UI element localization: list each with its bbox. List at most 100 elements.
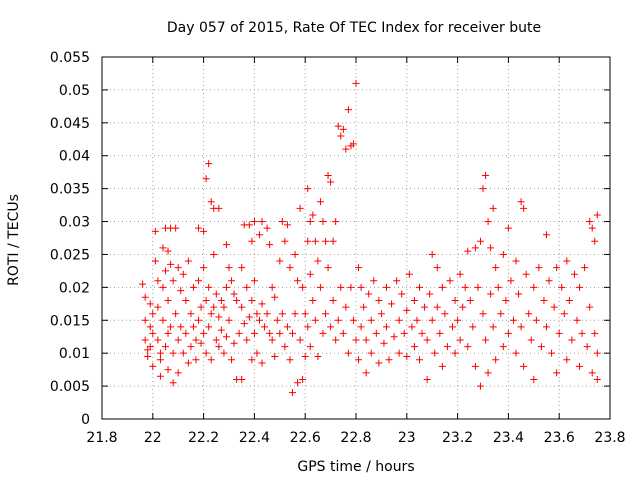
- data-point: [299, 376, 307, 384]
- data-point: [286, 356, 294, 364]
- data-point: [492, 356, 500, 364]
- data-point: [217, 297, 225, 305]
- data-point: [398, 290, 406, 298]
- data-point: [182, 329, 190, 337]
- data-point: [593, 349, 601, 357]
- data-point: [184, 257, 192, 265]
- data-point: [436, 329, 444, 337]
- data-point: [593, 211, 601, 219]
- data-point: [451, 297, 459, 305]
- data-point: [248, 356, 256, 364]
- data-point: [268, 283, 276, 291]
- data-point: [179, 349, 187, 357]
- data-point: [263, 310, 271, 318]
- data-point: [471, 244, 479, 252]
- data-point: [502, 297, 510, 305]
- data-point: [484, 369, 492, 377]
- x-tick-label: 23.6: [544, 430, 575, 446]
- data-point: [337, 283, 345, 291]
- data-point: [459, 303, 467, 311]
- data-point: [515, 290, 523, 298]
- data-point: [474, 283, 482, 291]
- y-tick-label: 0.03: [59, 215, 90, 231]
- data-point: [520, 362, 528, 370]
- data-point: [273, 316, 281, 324]
- data-point: [258, 300, 266, 308]
- data-point: [581, 264, 589, 272]
- data-point: [222, 241, 230, 249]
- data-point: [522, 270, 530, 278]
- data-point: [296, 336, 304, 344]
- data-point: [403, 306, 411, 314]
- data-point: [395, 349, 403, 357]
- data-point: [382, 323, 390, 331]
- data-point: [210, 303, 218, 311]
- data-point: [570, 270, 578, 278]
- data-point: [162, 343, 169, 351]
- data-point: [146, 300, 154, 308]
- data-point: [316, 283, 324, 291]
- data-point: [192, 336, 200, 344]
- data-point: [228, 277, 236, 285]
- data-point: [187, 310, 195, 318]
- data-point: [471, 362, 479, 370]
- data-point: [482, 171, 490, 179]
- data-point: [192, 356, 200, 364]
- data-point: [314, 257, 322, 265]
- y-tick-label: 0.005: [50, 379, 90, 395]
- data-point: [217, 326, 225, 334]
- data-point: [179, 270, 187, 278]
- data-point: [489, 204, 497, 212]
- data-point: [438, 283, 446, 291]
- data-point: [316, 198, 324, 206]
- data-point: [228, 356, 236, 364]
- data-point: [230, 339, 238, 347]
- data-point: [464, 247, 472, 255]
- data-point: [248, 297, 256, 305]
- data-point: [301, 352, 309, 360]
- data-point: [220, 303, 228, 311]
- data-point: [395, 316, 403, 324]
- data-point: [151, 257, 159, 265]
- data-point: [255, 231, 263, 239]
- data-point: [347, 283, 355, 291]
- data-point: [286, 264, 294, 272]
- data-point: [446, 277, 454, 285]
- data-point: [319, 218, 327, 226]
- data-point: [535, 264, 543, 272]
- data-point: [271, 352, 279, 360]
- data-point: [311, 237, 319, 245]
- x-tick-label: 23: [398, 430, 416, 446]
- data-point: [322, 237, 330, 245]
- data-point: [233, 297, 241, 305]
- data-point: [177, 323, 185, 331]
- data-point: [388, 300, 396, 308]
- data-point: [184, 359, 192, 367]
- data-point: [586, 218, 594, 226]
- data-point: [299, 283, 307, 291]
- data-point: [588, 369, 596, 377]
- data-point: [565, 297, 573, 305]
- data-point: [487, 290, 495, 298]
- data-point: [499, 250, 507, 258]
- data-point: [370, 277, 378, 285]
- x-tick-label: 21.8: [86, 430, 117, 446]
- data-point: [479, 185, 487, 193]
- chart-title: Day 057 of 2015, Rate Of TEC Index for r…: [167, 20, 541, 36]
- data-point: [311, 316, 319, 324]
- data-point: [443, 343, 451, 351]
- data-point: [593, 376, 601, 384]
- data-point: [222, 333, 230, 341]
- y-tick-label: 0.025: [50, 247, 90, 263]
- data-point: [349, 140, 357, 148]
- x-axis-label: GPS time / hours: [297, 459, 414, 475]
- data-point: [344, 349, 352, 357]
- data-point: [426, 290, 434, 298]
- data-point: [456, 270, 464, 278]
- data-point: [329, 297, 337, 305]
- data-point: [339, 329, 347, 337]
- data-point: [261, 323, 269, 331]
- data-point: [504, 329, 512, 337]
- data-point: [327, 178, 335, 186]
- data-point: [169, 349, 177, 357]
